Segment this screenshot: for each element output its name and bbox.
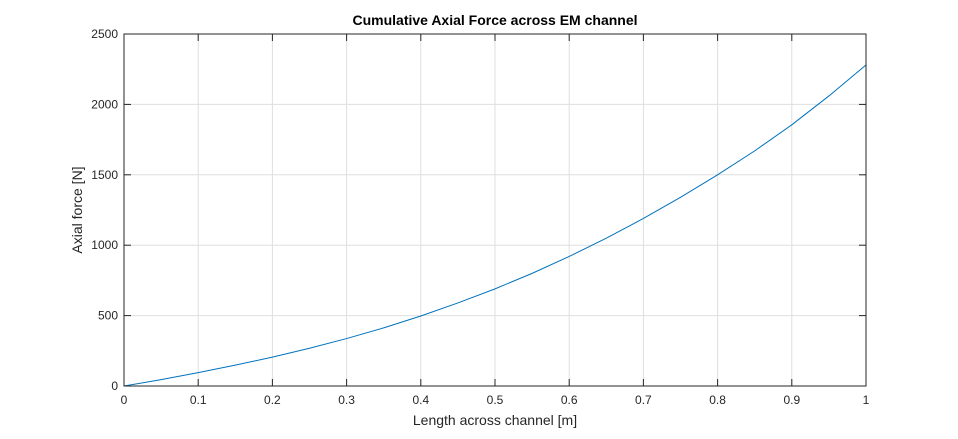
y-tick-label: 500	[98, 309, 118, 323]
x-axis-ticks: 0 0.1 0.2 0.3 0.4 0.5 0.6 0.7 0.8 0.9 1	[121, 34, 870, 407]
x-tick-label: 0.4	[412, 393, 429, 407]
x-tick-label: 0.1	[190, 393, 207, 407]
x-tick-label: 0	[121, 393, 128, 407]
y-tick-label: 1000	[91, 238, 118, 252]
y-tick-label: 0	[111, 379, 118, 393]
x-tick-label: 0.6	[561, 393, 578, 407]
y-tick-label: 1500	[91, 168, 118, 182]
x-tick-label: 0.9	[783, 393, 800, 407]
x-tick-label: 1	[863, 393, 870, 407]
chart-title: Cumulative Axial Force across EM channel	[352, 12, 637, 28]
x-axis-label: Length across channel [m]	[413, 412, 577, 428]
data-line-group	[123, 64, 867, 387]
x-tick-label: 0.8	[709, 393, 726, 407]
x-tick-label: 0.3	[338, 393, 355, 407]
x-tick-label: 0.5	[487, 393, 504, 407]
x-tick-label: 0.2	[264, 393, 281, 407]
y-tick-label: 2000	[91, 97, 118, 111]
y-tick-label: 2500	[91, 27, 118, 41]
y-axis-ticks: 0 500 1000 1500 2000 2500	[91, 27, 866, 393]
x-tick-label: 0.7	[635, 393, 652, 407]
y-axis-label: Axial force [N]	[69, 166, 85, 253]
axial-force-series-line	[123, 64, 867, 387]
